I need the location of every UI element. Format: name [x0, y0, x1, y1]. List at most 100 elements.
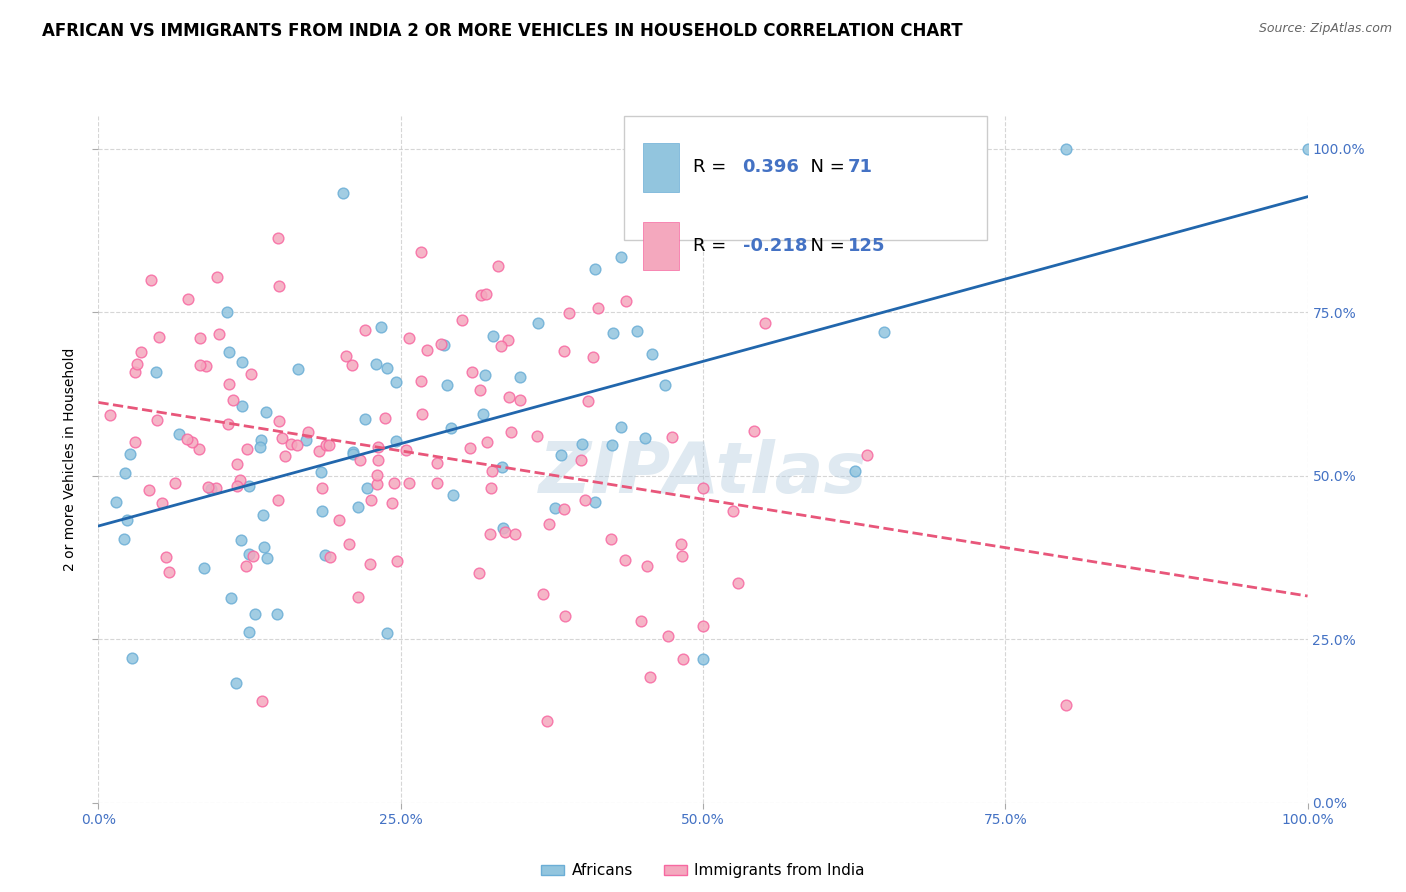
Point: [440, 421, 463, 435]
Point: [475, 287, 498, 301]
Point: [356, 481, 378, 495]
Point: [553, 502, 575, 516]
Point: [367, 453, 389, 467]
Point: [375, 625, 398, 640]
Point: [176, 432, 198, 446]
Point: [1054, 698, 1077, 712]
Point: [496, 333, 519, 347]
Point: [155, 549, 177, 564]
Point: [250, 694, 273, 708]
Point: [127, 358, 149, 372]
Point: [613, 553, 636, 567]
Point: [146, 413, 169, 427]
Point: [537, 516, 560, 531]
Point: [526, 429, 548, 443]
Point: [381, 496, 404, 510]
Point: [385, 434, 408, 449]
Point: [145, 365, 167, 379]
Bar: [624, 116, 987, 240]
Point: [669, 537, 692, 551]
Text: Source: ZipAtlas.com: Source: ZipAtlas.com: [1258, 22, 1392, 36]
Point: [359, 557, 381, 571]
Point: [873, 325, 896, 339]
Point: [228, 473, 250, 487]
Point: [491, 459, 513, 474]
Point: [481, 464, 503, 478]
Legend: Africans, Immigrants from India: Africans, Immigrants from India: [536, 857, 870, 885]
Point: [112, 532, 135, 546]
Point: [657, 629, 679, 643]
Point: [411, 374, 433, 388]
Point: [271, 431, 294, 445]
Bar: [643, 144, 679, 192]
Point: [586, 301, 609, 315]
Point: [217, 305, 239, 319]
Point: [610, 419, 633, 434]
Point: [249, 440, 271, 454]
Point: [367, 440, 389, 454]
Point: [426, 456, 449, 470]
Point: [531, 586, 554, 600]
Point: [382, 475, 405, 490]
Point: [98, 409, 121, 423]
Point: [498, 390, 520, 404]
Point: [218, 376, 240, 391]
Text: 0.396: 0.396: [742, 159, 800, 177]
Point: [267, 230, 290, 244]
Point: [219, 591, 242, 605]
Point: [285, 438, 308, 452]
Point: [569, 453, 592, 467]
Point: [138, 483, 160, 497]
Text: R =: R =: [693, 237, 733, 255]
Point: [550, 448, 572, 462]
Point: [252, 508, 274, 522]
Point: [266, 607, 288, 621]
Point: [208, 327, 231, 342]
Point: [478, 526, 501, 541]
Point: [360, 493, 382, 508]
Point: [692, 652, 714, 666]
Point: [844, 464, 866, 478]
Point: [349, 453, 371, 467]
Point: [148, 330, 170, 344]
Point: [231, 399, 253, 413]
Point: [340, 358, 363, 372]
Point: [332, 186, 354, 201]
Point: [167, 426, 190, 441]
Point: [433, 337, 456, 351]
Point: [188, 331, 211, 345]
Point: [238, 624, 260, 639]
Bar: [643, 222, 679, 270]
Point: [494, 524, 516, 539]
Point: [553, 343, 575, 358]
Point: [790, 190, 813, 204]
Point: [157, 566, 180, 580]
Point: [398, 475, 420, 490]
Point: [626, 324, 648, 338]
Point: [311, 504, 333, 518]
Point: [634, 431, 657, 445]
Point: [638, 670, 661, 684]
Point: [217, 417, 239, 432]
Point: [441, 488, 464, 502]
Point: [426, 475, 449, 490]
Point: [582, 351, 605, 365]
Point: [583, 262, 606, 277]
Point: [630, 614, 652, 628]
Point: [335, 349, 357, 363]
Point: [342, 447, 364, 461]
Point: [243, 607, 266, 622]
Point: [287, 362, 309, 376]
Point: [583, 495, 606, 509]
Point: [672, 651, 695, 665]
Point: [692, 619, 714, 633]
Point: [571, 437, 593, 451]
Point: [328, 513, 350, 527]
Point: [297, 425, 319, 439]
Text: R =: R =: [693, 159, 733, 177]
Point: [337, 537, 360, 551]
Point: [124, 365, 146, 379]
Point: [482, 329, 505, 343]
Point: [181, 435, 204, 450]
Point: [430, 337, 453, 351]
